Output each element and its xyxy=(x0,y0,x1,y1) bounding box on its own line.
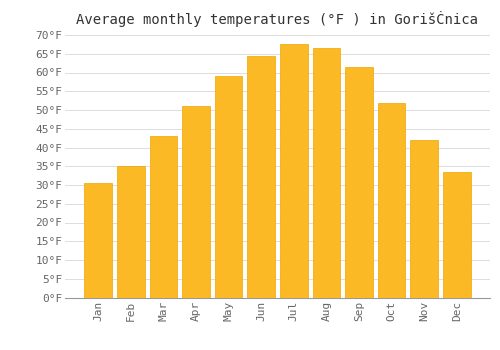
Bar xyxy=(280,44,307,298)
Bar xyxy=(312,48,340,298)
Bar xyxy=(248,56,275,298)
Bar xyxy=(117,166,144,298)
Bar xyxy=(214,76,242,298)
Title: Average monthly temperatures (°F ) in GorišĊnica: Average monthly temperatures (°F ) in Go… xyxy=(76,11,478,27)
Bar xyxy=(410,140,438,298)
Bar xyxy=(84,183,112,298)
Bar xyxy=(443,172,470,298)
Bar xyxy=(345,67,373,298)
Bar xyxy=(182,106,210,298)
Bar xyxy=(378,103,406,298)
Bar xyxy=(150,136,177,298)
